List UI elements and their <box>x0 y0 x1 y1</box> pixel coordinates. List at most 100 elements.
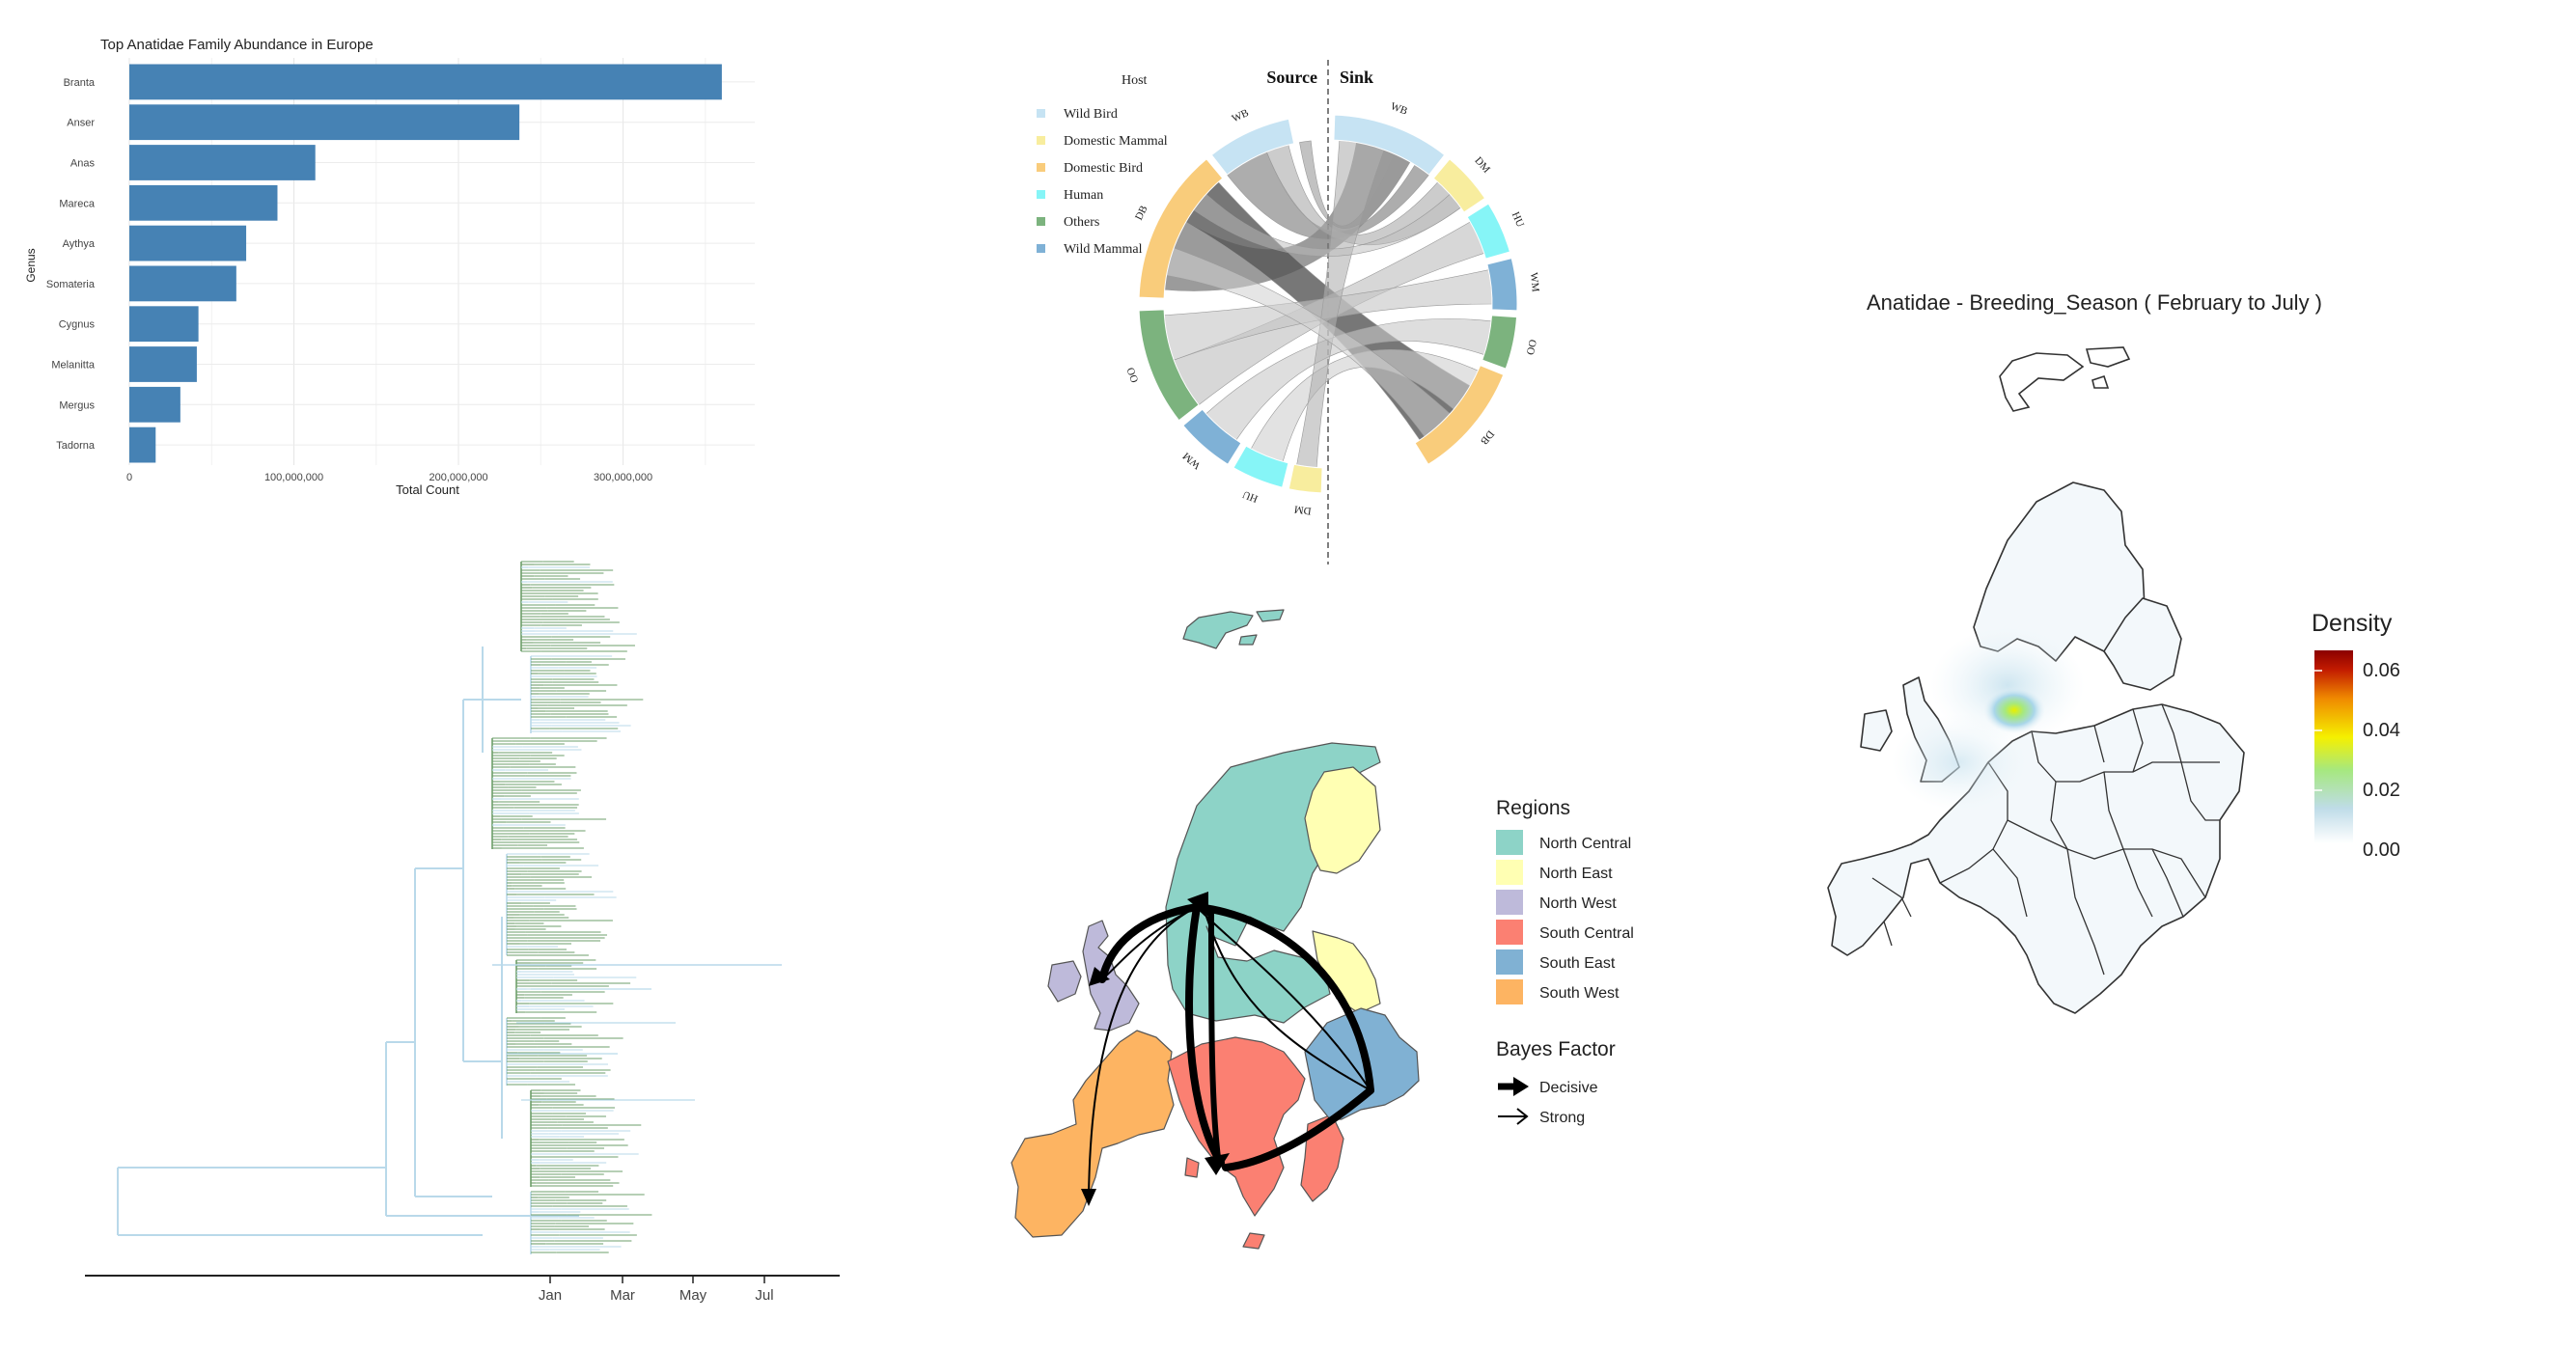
phylo-tree: Jan Mar May Jul <box>85 561 840 1304</box>
host-legend-swatch <box>1037 190 1045 199</box>
host-legend-swatch <box>1037 244 1045 253</box>
arrow-decisive <box>1185 903 1225 1167</box>
region-swatch <box>1496 890 1523 915</box>
arrowhead <box>1081 1189 1096 1206</box>
region-legend-label: North Central <box>1539 836 1631 852</box>
bar-xtick-label: 0 <box>126 472 132 483</box>
region-map: Regions North Central North East North W… <box>1011 609 1634 1315</box>
density-map: Anatidae - Breeding_Season ( February to… <box>1827 290 2400 1014</box>
density-map-title: Anatidae - Breeding_Season ( February to… <box>1867 290 2322 315</box>
chord-ribbons <box>1164 140 1493 468</box>
host-legend-label: Human <box>1064 188 1103 203</box>
density-legend-tick: 0.00 <box>2363 839 2400 861</box>
arrow-decisive <box>1098 903 1201 983</box>
bar-anser <box>129 104 520 141</box>
bar-anas <box>129 145 316 180</box>
svalbard-outline <box>1999 346 2131 412</box>
time-axis-label: Jan <box>539 1287 562 1304</box>
region-legend-label: North West <box>1539 895 1617 912</box>
density-haze <box>1892 714 2027 811</box>
density-legend-title: Density <box>2312 610 2393 637</box>
host-legend-label: Domestic Mammal <box>1064 134 1168 149</box>
source-sector-hu <box>1233 445 1289 488</box>
host-legend-swatch <box>1037 163 1045 172</box>
arrowhead <box>1187 892 1208 917</box>
sink-sector-hu <box>1466 203 1511 260</box>
chord-sector-label: WM <box>1528 272 1541 293</box>
time-axis-label: May <box>679 1287 707 1304</box>
chord-sector-label: HU <box>1241 488 1260 505</box>
migration-arrows <box>1088 903 1374 1197</box>
bar-category-label: Anas <box>70 158 96 170</box>
region-legend-label: South East <box>1539 955 1616 972</box>
arrow-strong <box>1101 906 1198 980</box>
source-sector-wb <box>1210 118 1295 176</box>
density-legend-tick: 0.02 <box>2363 780 2400 801</box>
bar-aythya <box>129 225 247 261</box>
region-swatch <box>1496 920 1523 945</box>
chord-diagram: Host Wild Bird Domestic Mammal Domestic … <box>1037 60 1541 564</box>
bar-category-label: Aythya <box>63 238 96 250</box>
sink-label: Sink <box>1340 68 1373 87</box>
bar-category-label: Branta <box>64 77 96 89</box>
region-map-panel: Regions North Central North East North W… <box>994 598 1728 1315</box>
chord-sector-label: DB <box>1478 427 1496 446</box>
density-colorbar <box>2314 650 2353 843</box>
source-sector-wm <box>1182 408 1242 465</box>
finland-shape <box>2103 597 2182 691</box>
source-sector-dm <box>1288 463 1323 494</box>
host-legend-label: Wild Mammal <box>1064 242 1143 257</box>
bar-category-label: Mergus <box>59 399 95 411</box>
density-haze <box>1930 627 2085 743</box>
chord-sector-label: OO <box>1524 339 1538 356</box>
arrow-decisive <box>1208 909 1221 1161</box>
host-legend-swatch <box>1037 136 1045 145</box>
region-swatch <box>1496 979 1523 1004</box>
region-swatch <box>1496 860 1523 885</box>
host-legend-swatch <box>1037 109 1045 118</box>
sink-sector-oo <box>1482 315 1518 370</box>
region-south-east <box>1304 1007 1420 1120</box>
host-legend-title: Host <box>1122 73 1148 88</box>
bar-cygnus <box>129 306 199 343</box>
chord-sector-label: WM <box>1180 450 1203 471</box>
sink-sector-dm <box>1432 158 1486 213</box>
arrow-strong <box>1205 916 1371 1091</box>
arrow-decisive <box>1193 903 1374 1094</box>
chord-sectors: WB DM HU WM OO DB WB DB OO WM HU DM <box>1125 100 1541 516</box>
bar-xtick-label: 200,000,000 <box>429 472 487 483</box>
host-legend-label: Wild Bird <box>1064 107 1118 122</box>
chord-diagram-panel: Host Wild Bird Domestic Mammal Domestic … <box>994 48 1612 569</box>
host-legend: Wild Bird Domestic Mammal Domestic Bird … <box>1037 107 1168 257</box>
chord-sector-label: HU <box>1510 210 1526 229</box>
bar-melanitta <box>129 346 197 382</box>
host-legend-label: Domestic Bird <box>1064 161 1143 176</box>
sink-sector-wm <box>1486 257 1518 312</box>
bar-tadorna <box>129 426 156 463</box>
arrow-strong <box>1088 906 1198 1197</box>
region-legend-label: South West <box>1539 985 1620 1002</box>
tree-branches <box>117 561 782 1254</box>
bar-chart-panel: Top Anatidae Family Abundance in Europe … <box>0 0 791 511</box>
bar-chart: Top Anatidae Family Abundance in Europe … <box>24 37 755 497</box>
bar-somateria <box>129 265 236 302</box>
bar-chart-ylabel: Genus <box>24 248 38 282</box>
region-swatch <box>1496 949 1523 975</box>
arrowhead <box>1089 967 1110 986</box>
chord-sector-label: DM <box>1293 503 1312 516</box>
region-legend-label: North East <box>1539 866 1613 882</box>
density-map-panel: Anatidae - Breeding_Season ( February to… <box>1814 280 2567 1081</box>
chord-sector-label: DB <box>1133 204 1150 222</box>
arrow-decisive <box>1222 1087 1374 1171</box>
regions-legend-title: Regions <box>1496 797 1570 819</box>
bar-xtick-label: 100,000,000 <box>264 472 323 483</box>
europe-regions <box>1011 609 1420 1315</box>
bayes-legend-label: Decisive <box>1539 1080 1598 1096</box>
sink-sector-db <box>1414 365 1505 465</box>
bar-category-label: Mareca <box>59 198 96 209</box>
source-sector-db <box>1138 158 1224 299</box>
bayes-decisive-key <box>1498 1077 1529 1096</box>
arrow-heads <box>1081 892 1230 1206</box>
region-swatch <box>1496 830 1523 855</box>
svalbard-shape <box>1182 609 1285 649</box>
